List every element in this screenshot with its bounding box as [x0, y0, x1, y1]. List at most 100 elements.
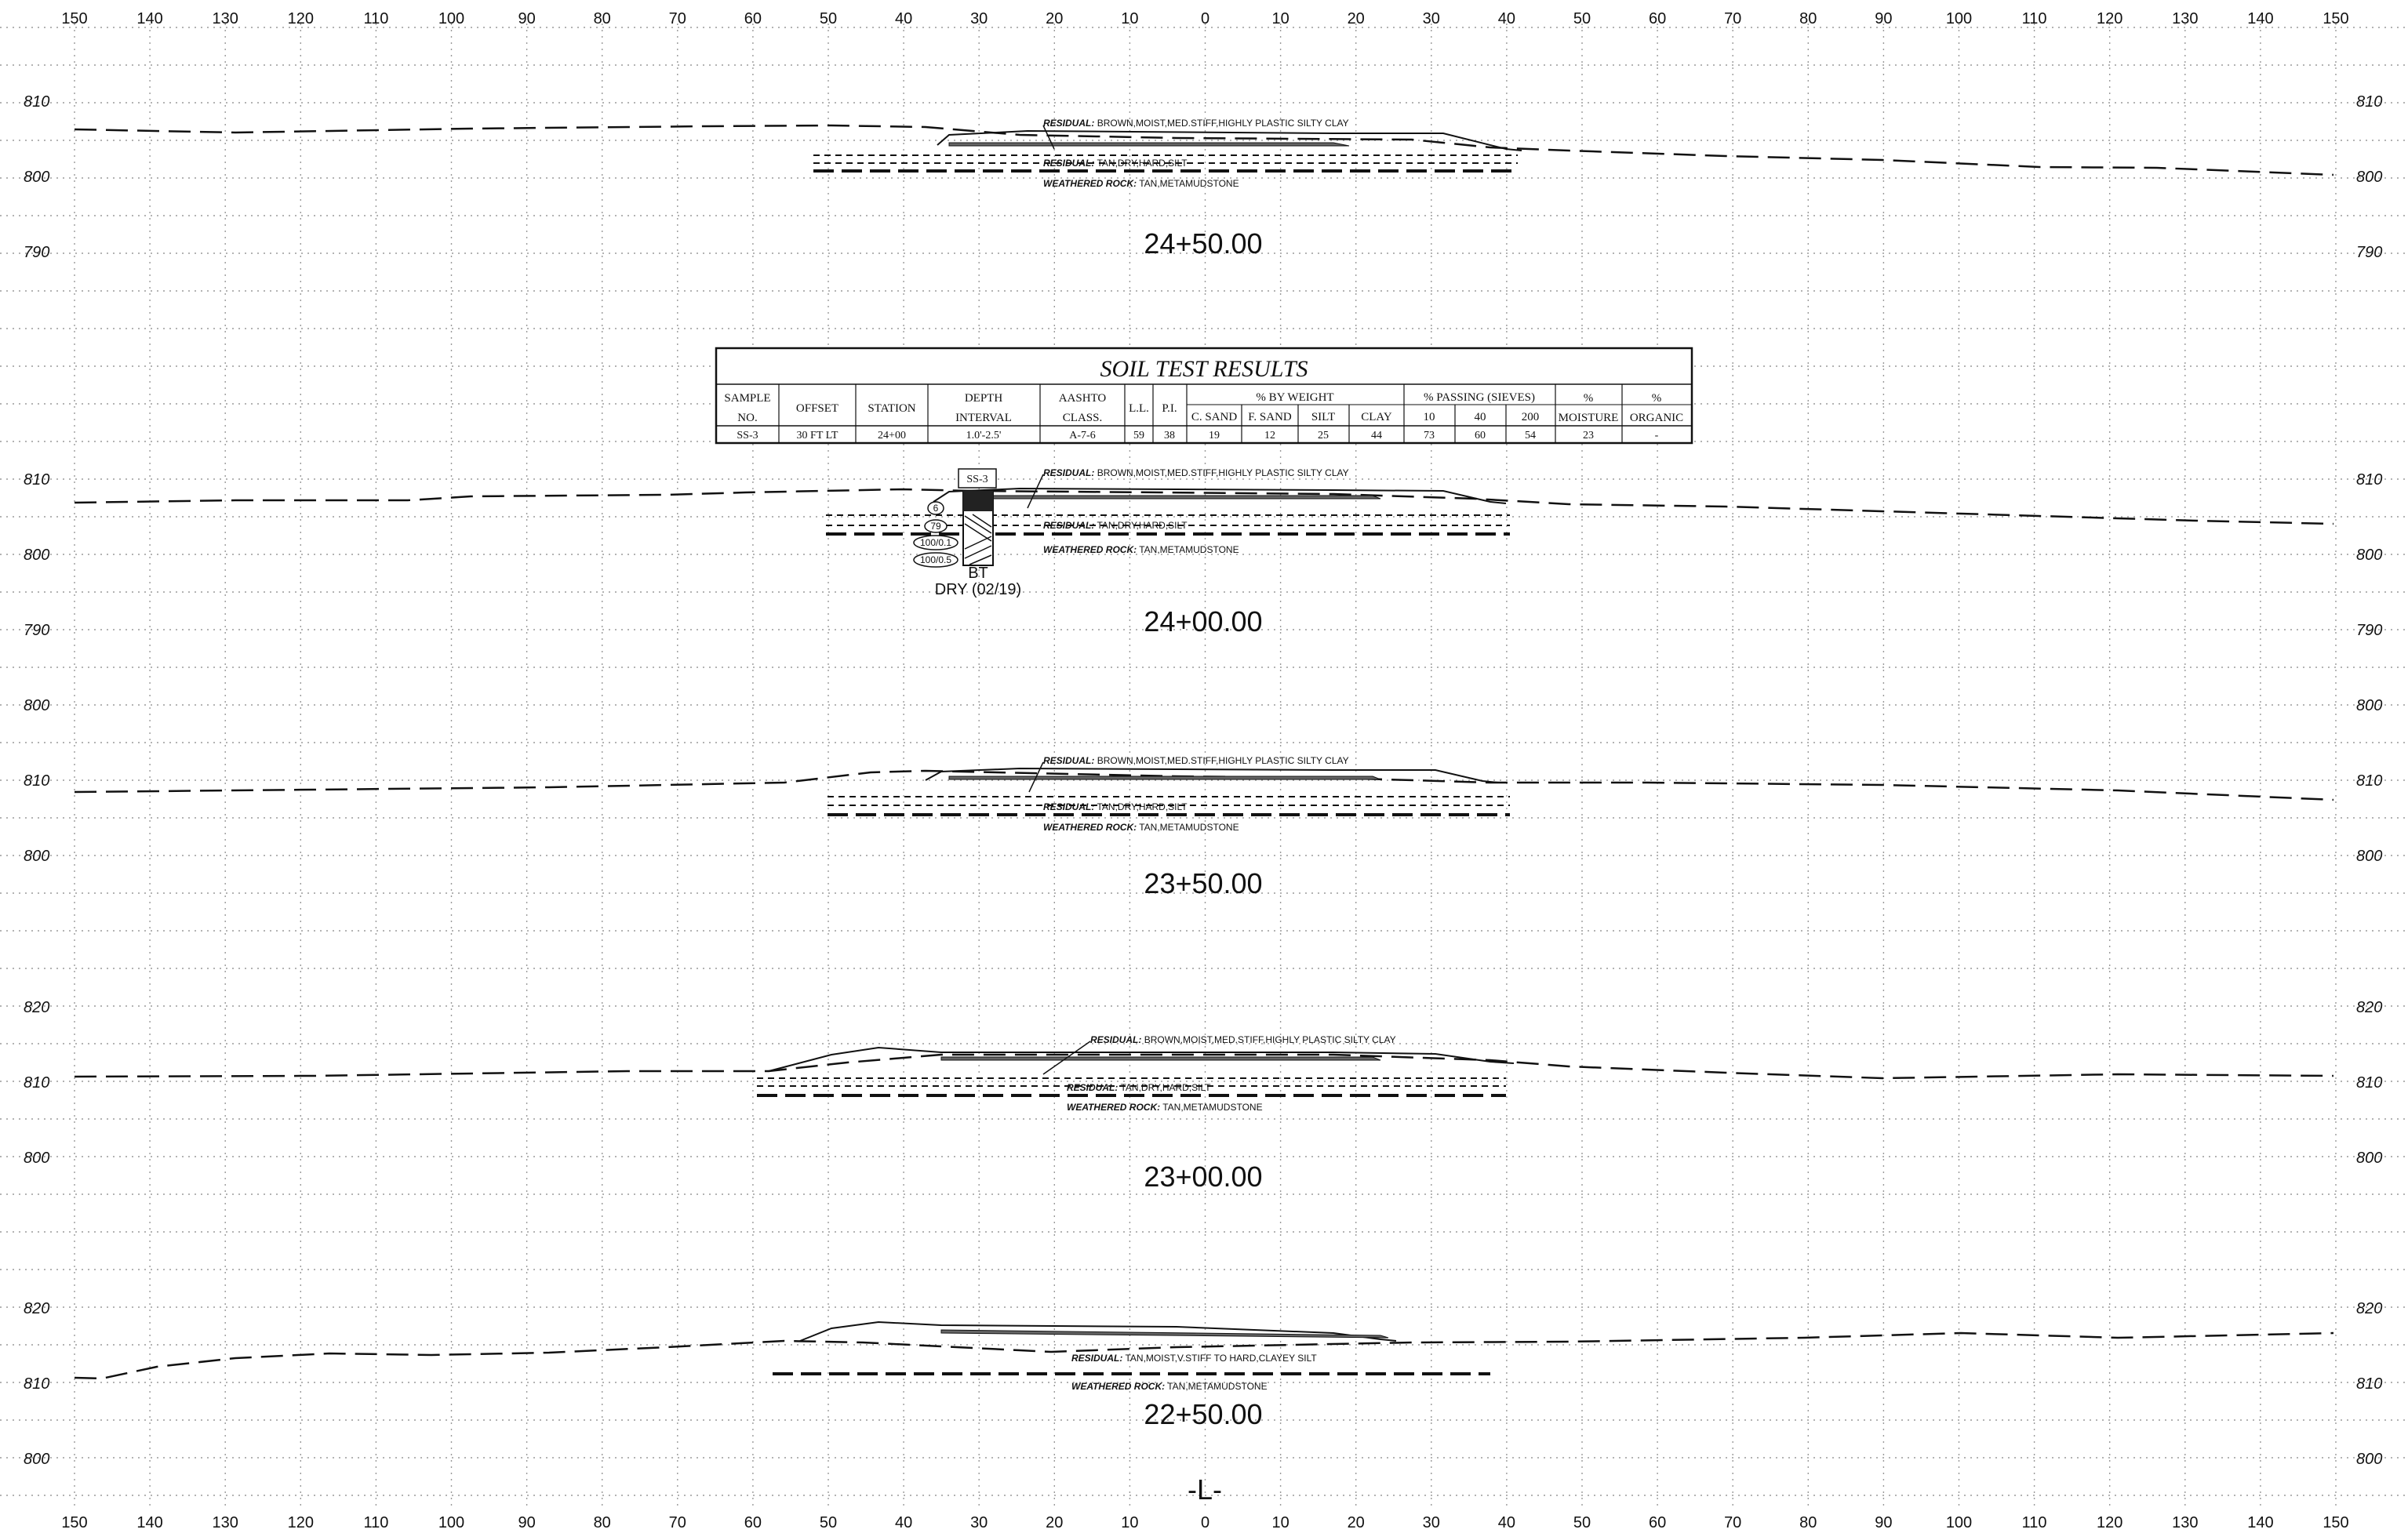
leader-line — [1027, 474, 1044, 509]
table-cell: 23 — [1583, 430, 1594, 441]
blow-count: 79 — [930, 521, 941, 532]
elevation-label: 810 — [24, 1375, 49, 1393]
table-header: OFFSET — [796, 402, 838, 415]
boring-log: SS-3 6 79 100/0.1 100/0.5 BT DRY (02/19) — [913, 468, 1021, 598]
table-cell: 24+00 — [878, 430, 906, 441]
section-23-00: 820 810 800 820 810 800 RESIDUAL: BROWN,… — [24, 999, 2382, 1193]
layer-label: RESIDUAL: BROWN,MOIST,MED.STIFF,HIGHLY P… — [1043, 755, 1349, 766]
elevation-label: 800 — [2356, 1451, 2382, 1468]
offset-tick-label: 30 — [970, 1514, 988, 1531]
boring-termination: BT — [968, 565, 988, 582]
layer-label: RESIDUAL: BROWN,MOIST,MED.STIFF,HIGHLY P… — [1090, 1034, 1396, 1045]
layer-label: WEATHERED ROCK: TAN,METAMUDSTONE — [1071, 1381, 1268, 1392]
offset-tick-label: 140 — [2247, 10, 2273, 27]
offset-tick-label: 110 — [2022, 1514, 2047, 1531]
offset-tick-label: 120 — [288, 1514, 314, 1531]
pavement-section — [980, 495, 1381, 499]
table-cell: 19 — [1209, 430, 1220, 441]
offset-tick-label: 10 — [1121, 1514, 1138, 1531]
offset-tick-label: 90 — [1875, 1514, 1892, 1531]
elevation-label: 810 — [2356, 1375, 2382, 1393]
offset-tick-label: 30 — [970, 10, 988, 27]
table-header: MOISTURE — [1559, 412, 1619, 424]
elevation-label: 810 — [24, 93, 49, 111]
elevation-label: 800 — [24, 547, 49, 564]
table-cell: 59 — [1133, 430, 1144, 441]
sample-tag-box — [958, 468, 997, 489]
elevation-label: 800 — [2356, 169, 2382, 186]
offset-tick-label: 60 — [744, 1514, 762, 1531]
station-label: 23+00.00 — [1144, 1161, 1262, 1193]
existing-ground-line — [74, 124, 2334, 176]
offset-tick-label: 140 — [2247, 1514, 2273, 1531]
elevation-label: 800 — [24, 697, 49, 714]
table-header: ORGANIC — [1630, 412, 1683, 424]
offset-tick-label: 110 — [363, 10, 388, 27]
proposed-grade-line — [933, 487, 1507, 504]
elevation-label: 810 — [2356, 772, 2382, 790]
elevation-label: 800 — [2356, 1150, 2382, 1167]
table-cell: 12 — [1264, 430, 1275, 441]
offset-tick-label: 20 — [1348, 10, 1365, 27]
blow-count: 100/0.5 — [920, 554, 951, 565]
blow-count: 100/0.1 — [920, 537, 951, 548]
elevation-label: 810 — [24, 1074, 49, 1092]
elevation-label: 810 — [24, 772, 49, 790]
offset-tick-label: 110 — [2022, 10, 2047, 27]
station-label: 24+00.00 — [1144, 605, 1262, 638]
table-header: L.L. — [1129, 402, 1149, 415]
offset-tick-label: 120 — [288, 10, 314, 27]
offset-tick-label: 150 — [2323, 10, 2348, 27]
table-header: % — [1652, 392, 1662, 405]
pavement-section — [948, 776, 1381, 780]
table-cell: 1.0'-2.5' — [966, 430, 1002, 441]
table-border — [715, 347, 1693, 445]
table-header: SAMPLE — [724, 392, 770, 405]
offset-tick-label: 120 — [2097, 1514, 2122, 1531]
table-cell: 60 — [1475, 430, 1486, 441]
elevation-label: 800 — [2356, 697, 2382, 714]
elevation-label: 800 — [2356, 547, 2382, 564]
table-header: % PASSING (SIEVES) — [1424, 391, 1535, 404]
proposed-grade-line — [768, 1046, 1515, 1072]
table-cell: - — [1655, 430, 1659, 441]
offset-tick-label: 40 — [1498, 1514, 1515, 1531]
offset-tick-label: 140 — [136, 10, 162, 27]
existing-ground-line — [74, 1331, 2334, 1380]
groundwater-note: DRY (02/19) — [935, 581, 1021, 598]
offset-tick-label: 30 — [1423, 10, 1440, 27]
offset-tick-label: 120 — [2097, 10, 2122, 27]
elevation-label: 820 — [24, 1300, 49, 1317]
elevation-label: 810 — [2356, 471, 2382, 489]
offset-tick-label: 130 — [213, 10, 238, 27]
layer-label: WEATHERED ROCK: TAN,METAMUDSTONE — [1067, 1102, 1263, 1113]
offset-tick-label: 10 — [1271, 10, 1289, 27]
elevation-label: 800 — [24, 169, 49, 186]
table-header: CLASS. — [1063, 412, 1102, 424]
table-header: 10 — [1424, 411, 1435, 423]
offset-tick-label: 150 — [2323, 1514, 2348, 1531]
section-23-50: 800 810 800 800 810 800 RESIDUAL: BROWN,… — [24, 697, 2382, 899]
layer-label: RESIDUAL: TAN,MOIST,V.STIFF TO HARD,CLAY… — [1071, 1353, 1317, 1364]
offset-tick-label: 40 — [1498, 10, 1515, 27]
table-cell: SS-3 — [737, 430, 758, 441]
offset-tick-label: 80 — [1799, 10, 1817, 27]
elevation-label: 800 — [24, 1150, 49, 1167]
elevation-label: 790 — [2356, 622, 2382, 639]
elevation-label: 820 — [2356, 999, 2382, 1016]
elevation-label: 810 — [24, 471, 49, 489]
table-header: C. SAND — [1191, 411, 1238, 423]
table-cell: 44 — [1371, 430, 1382, 441]
table-header: NO. — [737, 412, 757, 424]
offset-tick-label: 50 — [820, 10, 837, 27]
layer-label: RESIDUAL: BROWN,MOIST,MED.STIFF,HIGHLY P… — [1043, 467, 1349, 478]
layer-label: WEATHERED ROCK: TAN,METAMUDSTONE — [1043, 544, 1239, 555]
offset-tick-label: 90 — [518, 10, 535, 27]
station-label: 24+50.00 — [1144, 227, 1262, 260]
blow-count-bubble — [913, 552, 958, 568]
table-header: INTERVAL — [955, 412, 1012, 424]
offset-tick-label: 100 — [1946, 10, 1972, 27]
elevation-label: 820 — [2356, 1300, 2382, 1317]
layer-label: RESIDUAL: TAN,DRY,HARD,SILT — [1043, 158, 1188, 169]
